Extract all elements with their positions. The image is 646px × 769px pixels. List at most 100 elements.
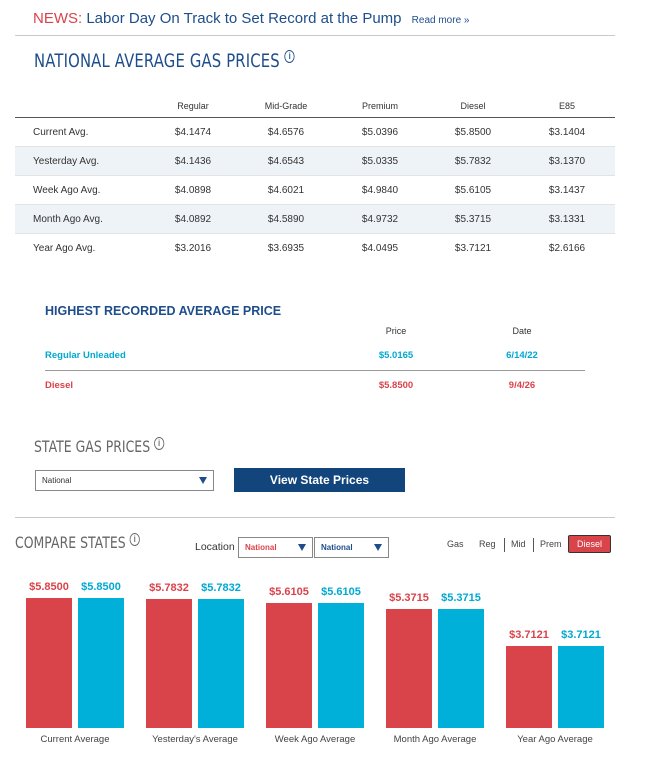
cell: $3.1331: [548, 214, 586, 225]
tab-separator: [504, 538, 505, 552]
chevron-down-icon: [374, 544, 382, 551]
chart-bar: [506, 645, 552, 728]
highest-row-regular: Regular Unleaded $5.0165 6/14/22: [45, 342, 585, 372]
location-a-select[interactable]: National: [238, 537, 313, 558]
col-header-diesel: Diesel: [460, 101, 486, 111]
compare-title: COMPARE STATES i: [15, 533, 140, 552]
table-row: Week Ago Avg. $4.0898 $4.6021 $4.9840 $5…: [15, 176, 615, 205]
highest-row-date: 9/4/26: [508, 380, 536, 391]
bar-value-label: $5.6105: [321, 586, 361, 599]
cell: $5.7832: [454, 156, 492, 167]
national-title: NATIONAL AVERAGE GAS PRICES i: [34, 50, 295, 72]
col-header-midgrade: Mid-Grade: [264, 101, 308, 111]
cell: $4.1436: [174, 156, 212, 167]
highest-title: HIGHEST RECORDED AVERAGE PRICE: [45, 304, 282, 318]
chart-bar: [198, 599, 244, 728]
chart-bar: [146, 599, 192, 728]
tab-gas: Gas: [447, 539, 464, 549]
row-label: Current Avg.: [33, 127, 89, 138]
cell: $5.0335: [361, 156, 399, 167]
tab-diesel[interactable]: Diesel: [568, 535, 611, 553]
category-label: Week Ago Average: [274, 734, 356, 745]
location-a-value: National: [245, 543, 277, 552]
view-state-prices-button[interactable]: View State Prices: [234, 468, 405, 492]
cell: $3.2016: [174, 243, 212, 254]
cell: $4.0892: [174, 214, 212, 225]
highest-row-price: $5.8500: [378, 380, 414, 391]
national-price-table: Regular Mid-Grade Premium Diesel E85 Cur…: [15, 98, 615, 263]
chart-bar: [78, 598, 124, 728]
compare-title-text: COMPARE STATES: [15, 533, 126, 552]
row-label: Week Ago Avg.: [33, 185, 101, 196]
cell: $3.6935: [267, 243, 305, 254]
category-label: Current Average: [40, 734, 110, 745]
chart-bar: [438, 608, 484, 728]
bar-value-label: $5.3715: [441, 591, 481, 604]
location-b-select[interactable]: National: [314, 537, 389, 558]
state-select[interactable]: National: [35, 470, 214, 491]
location-b-value: National: [321, 543, 353, 552]
cell: $4.1474: [174, 127, 212, 138]
bar-value-label: $5.8500: [81, 581, 121, 593]
table-row: Current Avg. $4.1474 $4.6576 $5.0396 $5.…: [15, 118, 615, 147]
divider: [15, 517, 615, 518]
bar-value-label: $5.7832: [149, 582, 189, 595]
tab-separator: [533, 538, 534, 552]
tab-mid[interactable]: Mid: [511, 539, 526, 549]
divider: [45, 370, 585, 371]
info-icon[interactable]: i: [129, 533, 140, 546]
row-label: Yesterday Avg.: [33, 156, 100, 167]
row-label: Month Ago Avg.: [33, 214, 103, 225]
row-label: Year Ago Avg.: [33, 243, 96, 254]
bar-value-label: $5.6105: [269, 586, 309, 599]
category-label: Yesterday's Average: [152, 734, 238, 745]
col-header-premium: Premium: [361, 101, 398, 111]
col-header-e85: E85: [558, 101, 575, 111]
table-row: Month Ago Avg. $4.0892 $4.5890 $4.9732 $…: [15, 205, 615, 234]
cell: $4.9840: [361, 185, 399, 196]
chart-bar: [386, 608, 432, 728]
cell: $5.8500: [454, 127, 492, 138]
tab-prem[interactable]: Prem: [540, 539, 562, 549]
highest-price-header: Price: [385, 326, 407, 336]
chart-bar: [26, 598, 72, 728]
news-banner: NEWS: Labor Day On Track to Set Record a…: [33, 10, 469, 27]
table-row: Yesterday Avg. $4.1436 $4.6543 $5.0335 $…: [15, 147, 615, 176]
highest-row-date: 6/14/22: [506, 350, 538, 361]
highest-row-label: Regular Unleaded: [45, 350, 126, 361]
chart-bar: [266, 603, 312, 728]
cell: $3.1437: [548, 185, 586, 196]
chevron-down-icon: [298, 544, 306, 551]
state-select-value: National: [42, 476, 72, 485]
highest-row-label: Diesel: [45, 380, 73, 391]
info-icon[interactable]: i: [154, 437, 165, 450]
chart-bar: [558, 645, 604, 728]
chart-bar: [318, 603, 364, 728]
cell: $4.6576: [267, 127, 305, 138]
bar-value-label: $5.8500: [29, 581, 69, 593]
table-row: Year Ago Avg. $3.2016 $3.6935 $4.0495 $3…: [15, 234, 615, 263]
category-label: Year Ago Average: [517, 734, 593, 745]
highest-date-header: Date: [512, 326, 532, 336]
divider: [15, 35, 615, 36]
location-label: Location: [195, 541, 235, 553]
highest-row-diesel: Diesel $5.8500 9/4/26: [45, 372, 585, 402]
cell: $4.6543: [267, 156, 305, 167]
bar-value-label: $5.3715: [389, 591, 429, 604]
cell: $3.1404: [548, 127, 586, 138]
cell: $5.6105: [454, 185, 492, 196]
cell: $3.1370: [548, 156, 586, 167]
read-more-link[interactable]: Read more »: [411, 15, 470, 26]
cell: $5.0396: [361, 127, 399, 138]
cell: $4.6021: [267, 185, 305, 196]
highest-row-price: $5.0165: [378, 350, 414, 361]
tab-reg[interactable]: Reg: [479, 539, 496, 549]
cell: $2.6166: [548, 243, 586, 254]
news-label: NEWS:: [33, 10, 83, 27]
info-icon[interactable]: i: [284, 50, 295, 63]
cell: $4.0495: [361, 243, 399, 254]
bar-value-label: $3.7121: [509, 628, 549, 641]
national-title-text: NATIONAL AVERAGE GAS PRICES: [34, 50, 280, 72]
category-label: Month Ago Average: [393, 734, 477, 745]
news-headline-link[interactable]: Labor Day On Track to Set Record at the …: [86, 10, 402, 27]
